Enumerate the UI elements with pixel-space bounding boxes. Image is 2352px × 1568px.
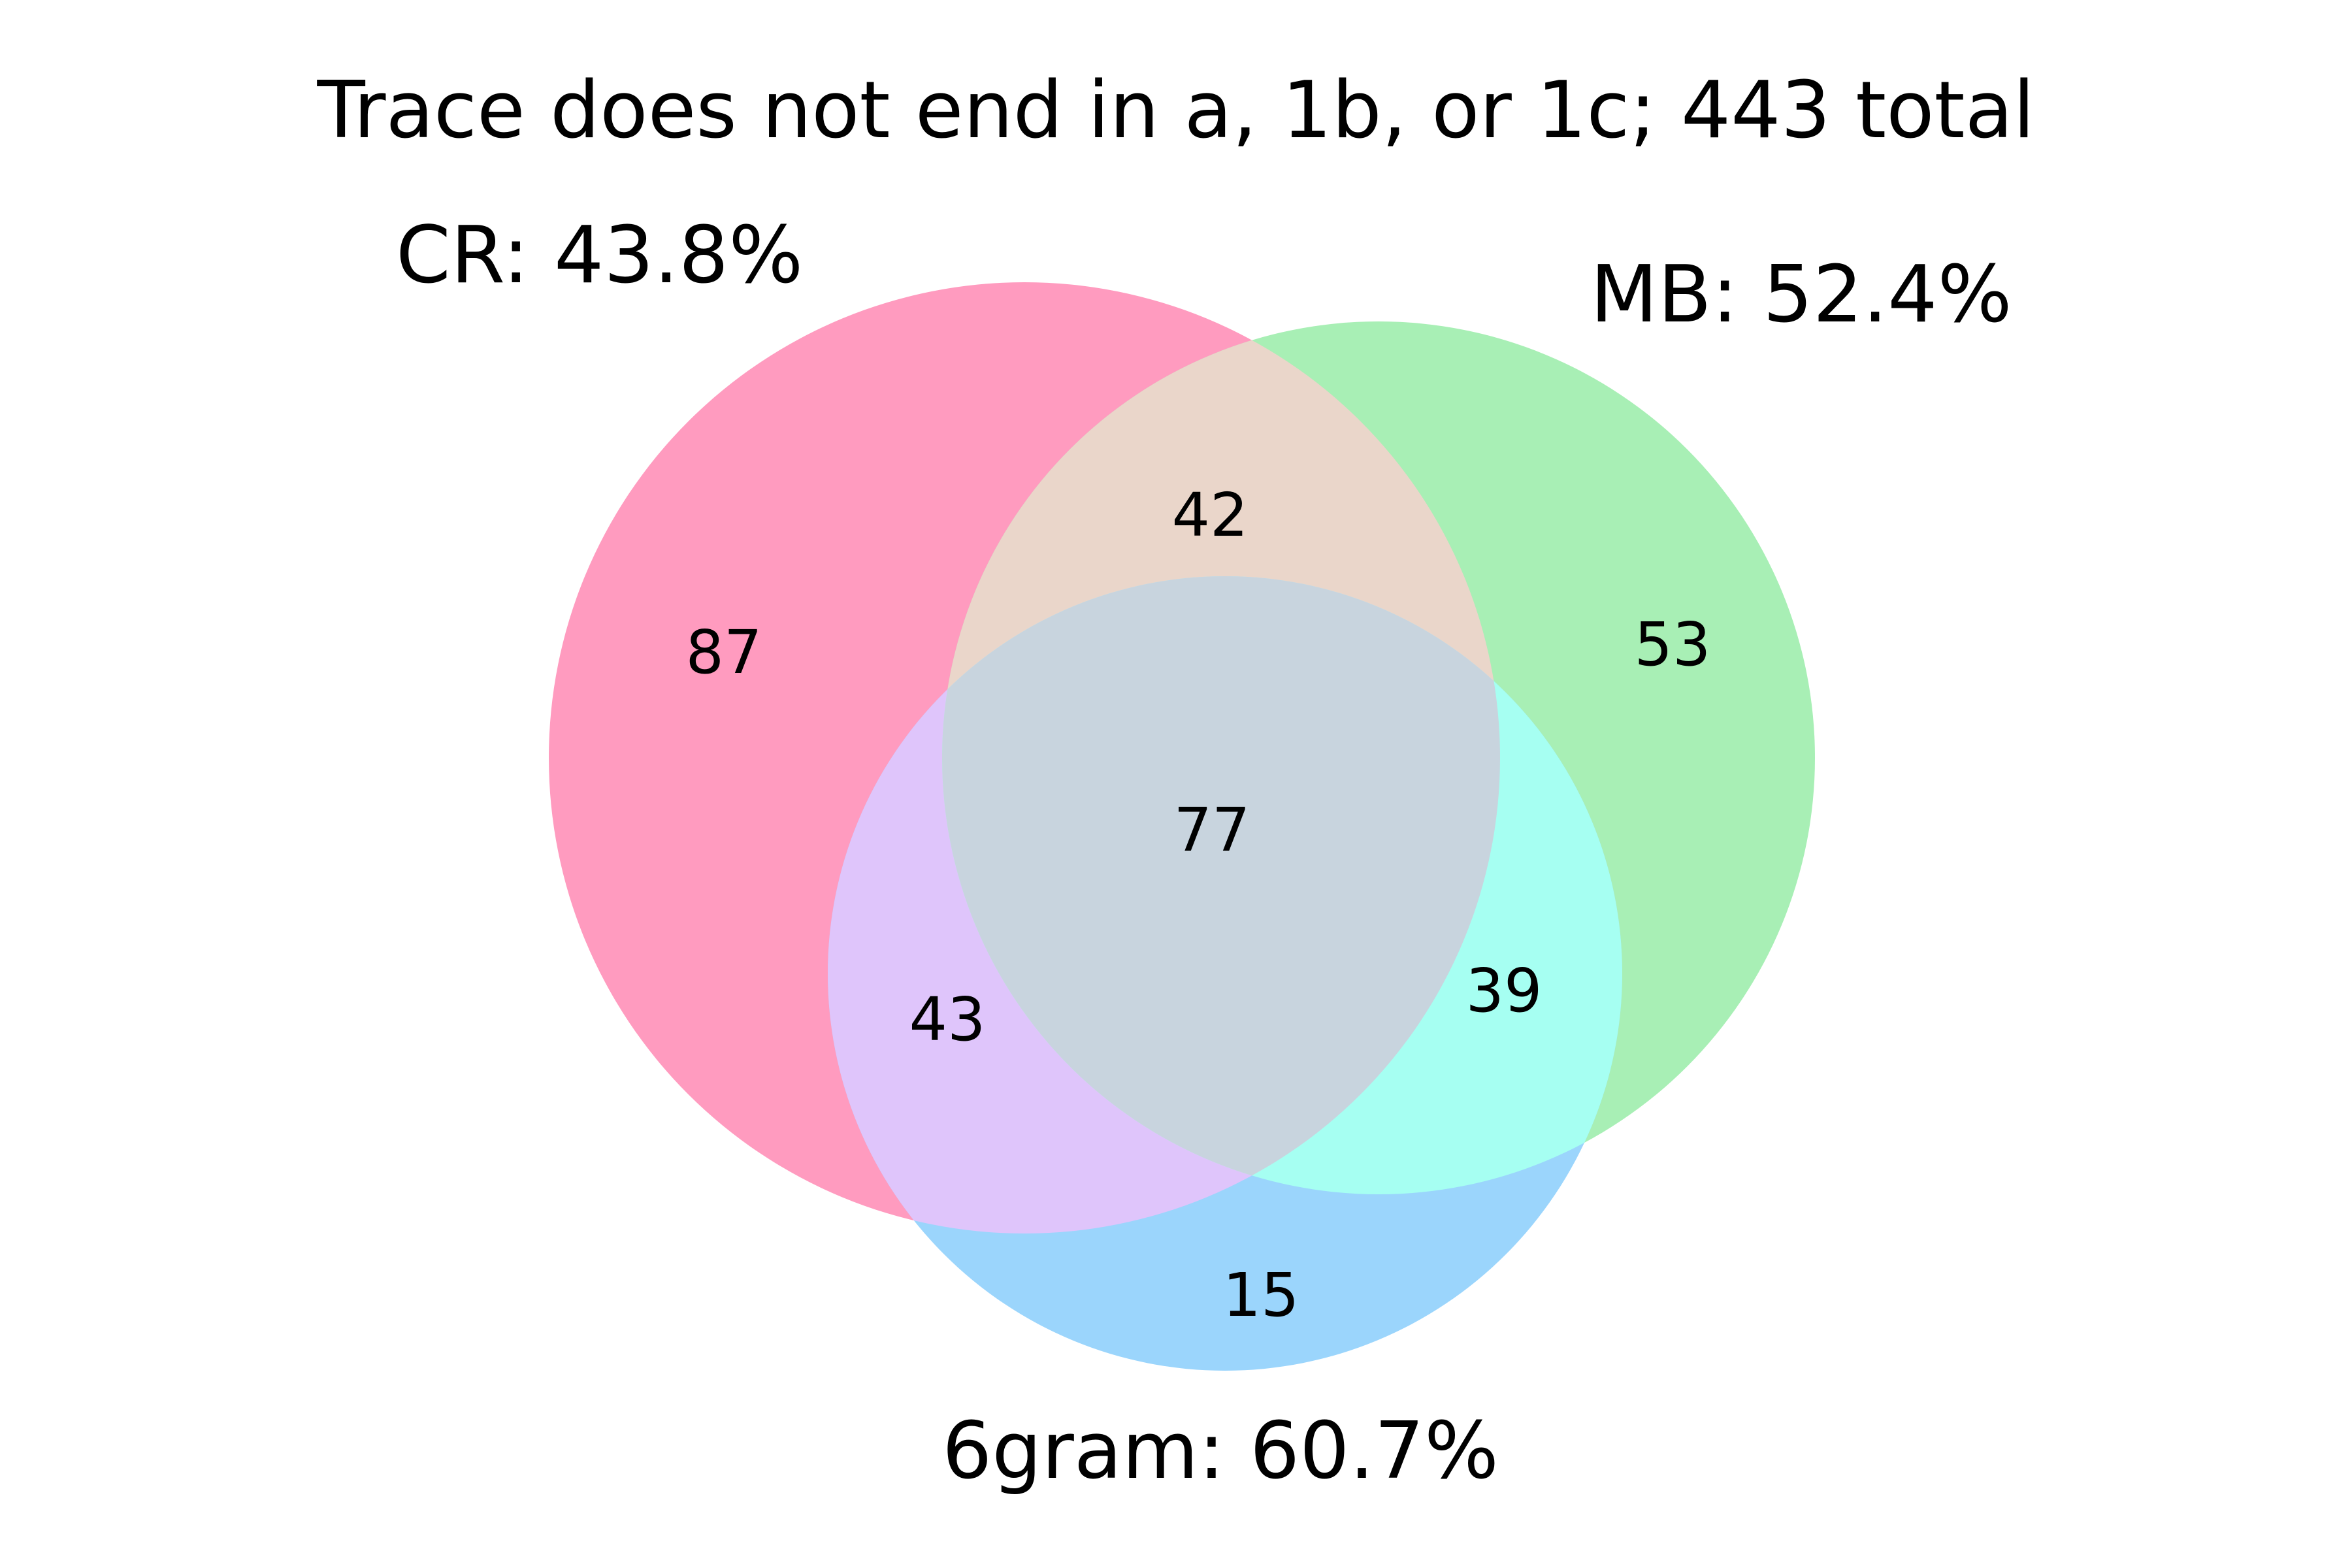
cr-set-label: CR: 43.8% (396, 210, 803, 301)
sixgram-set-label: 6gram: 60.7% (942, 1406, 1499, 1497)
mb-set-label: MB: 52.4% (1590, 250, 2012, 340)
cr-sixgram-count: 43 (909, 985, 985, 1054)
all-three-count: 77 (1173, 795, 1250, 865)
mb-sixgram-count: 39 (1465, 956, 1542, 1026)
diagram-title: Trace does not end in a, 1b, or 1c; 443 … (317, 65, 2035, 156)
mb-only-count: 53 (1634, 610, 1710, 679)
sixgram-only-count: 15 (1222, 1260, 1299, 1330)
cr-only-count: 87 (685, 617, 762, 687)
cr-mb-count: 42 (1171, 480, 1248, 550)
